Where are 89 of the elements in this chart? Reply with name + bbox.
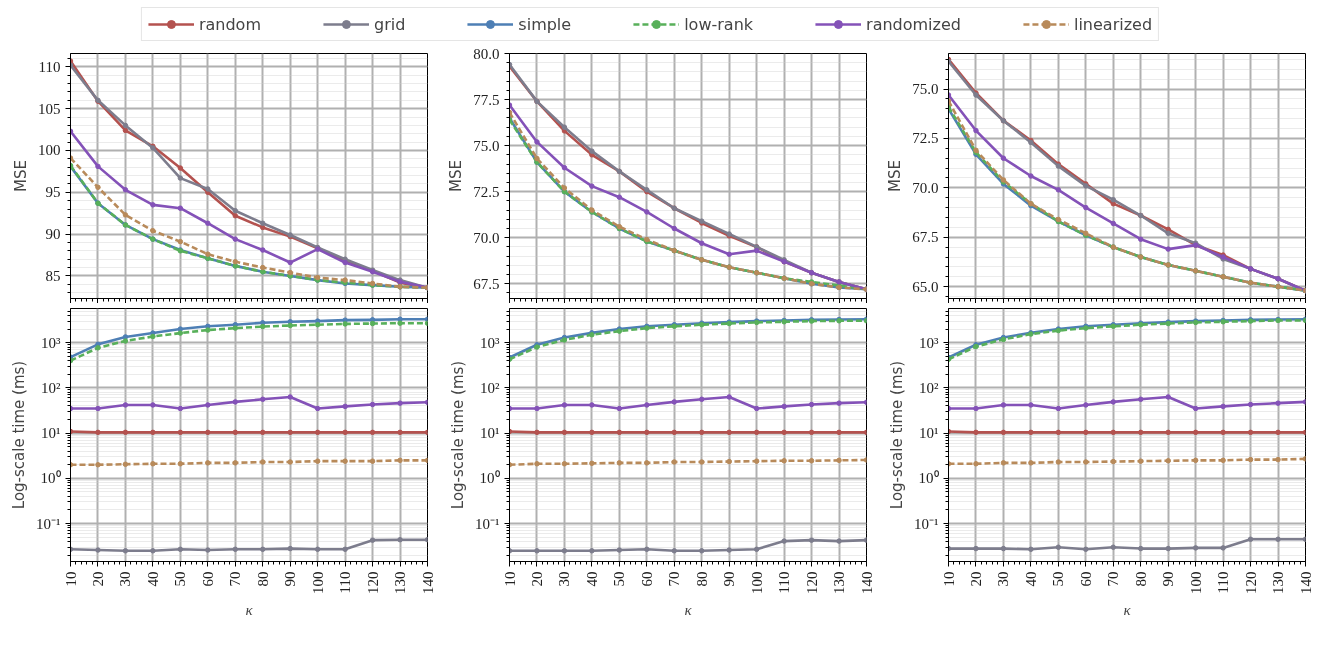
x-tick-label: 130 — [831, 571, 848, 594]
x-tick-label: 140 — [419, 571, 436, 594]
y-axis-title: MSE — [12, 160, 30, 192]
y-tick-label: 80.0 — [473, 45, 500, 62]
y-axis-title: Log-scale time (ms) — [888, 360, 906, 510]
x-tick-label: 90 — [1160, 571, 1177, 587]
x-tick-label: 100 — [1187, 571, 1204, 594]
x-tick-label: 60 — [199, 571, 216, 587]
y-tick-label: 10² — [41, 379, 61, 396]
x-tick-label: 60 — [638, 571, 655, 587]
x-tick-label: 140 — [858, 571, 875, 594]
x-tick-label: 40 — [1022, 571, 1039, 587]
y-tick-label: 85 — [45, 267, 61, 284]
x-axis-title: κ — [245, 602, 254, 618]
x-axis-title: κ — [1123, 602, 1132, 618]
y-tick-label: 10¹ — [480, 425, 500, 442]
x-tick-label: 30 — [556, 571, 573, 587]
y-tick-label: 10² — [480, 379, 500, 396]
x-tick-label: 30 — [995, 571, 1012, 587]
x-tick-label: 110 — [1215, 571, 1232, 594]
x-tick-label: 70 — [227, 571, 244, 587]
legend-label: low-rank — [684, 14, 754, 34]
x-tick-label: 10 — [62, 571, 79, 587]
y-tick-label: 67.5 — [912, 229, 939, 246]
y-tick-label: 10² — [919, 379, 939, 396]
legend-label: linearized — [1073, 14, 1153, 34]
y-tick-label: 77.5 — [473, 91, 500, 108]
y-tick-label: 95 — [45, 184, 61, 201]
y-tick-label: 67.5 — [473, 275, 500, 292]
y-tick-label: 10¹ — [41, 425, 61, 442]
y-axis-title: MSE — [886, 160, 905, 192]
x-tick-label: 80 — [1132, 571, 1149, 587]
y-tick-label: 72.5 — [912, 130, 939, 147]
x-tick-label: 110 — [776, 571, 793, 594]
x-tick-label: 40 — [144, 571, 161, 587]
y-tick-label: 90 — [45, 226, 61, 243]
x-tick-label: 70 — [666, 571, 683, 587]
y-tick-label: 10⁻¹ — [36, 515, 61, 532]
y-tick-label: 10⁻¹ — [914, 515, 939, 532]
x-tick-label: 80 — [254, 571, 271, 587]
y-axis-title: MSE — [447, 160, 466, 192]
y-tick-label: 10⁰ — [40, 470, 61, 487]
x-tick-label: 20 — [967, 571, 984, 587]
y-tick-label: 105 — [38, 100, 61, 117]
x-tick-label: 50 — [172, 571, 189, 587]
x-tick-label: 30 — [117, 571, 134, 587]
x-tick-label: 10 — [940, 571, 957, 587]
y-axis-title: Log-scale time (ms) — [10, 360, 28, 510]
y-tick-label: 100 — [38, 142, 61, 159]
x-tick-label: 40 — [583, 571, 600, 587]
x-tick-label: 60 — [1077, 571, 1094, 587]
x-axis-title: κ — [684, 602, 693, 618]
x-tick-label: 130 — [1270, 571, 1287, 594]
y-axis-title: Log-scale time (ms) — [449, 360, 467, 510]
x-tick-label: 100 — [748, 571, 765, 594]
y-tick-label: 110 — [38, 58, 61, 75]
legend-label: random — [198, 14, 261, 34]
x-tick-label: 90 — [721, 571, 738, 587]
y-tick-label: 10⁻¹ — [475, 515, 500, 532]
x-tick-label: 120 — [803, 571, 820, 594]
y-tick-label: 10⁰ — [479, 470, 500, 487]
x-tick-label: 90 — [282, 571, 299, 587]
y-tick-label: 10⁰ — [918, 470, 939, 487]
y-tick-label: 70.0 — [473, 229, 500, 246]
y-tick-label: 10³ — [480, 334, 500, 351]
y-tick-label: 75.0 — [473, 137, 500, 154]
x-tick-label: 110 — [337, 571, 354, 594]
x-tick-label: 130 — [392, 571, 409, 594]
x-tick-label: 20 — [528, 571, 545, 587]
y-tick-label: 10³ — [919, 334, 939, 351]
legend-label: simple — [518, 14, 572, 34]
legend-label: grid — [374, 14, 406, 34]
y-tick-label: 70.0 — [912, 179, 939, 196]
x-tick-label: 70 — [1105, 571, 1122, 587]
x-tick-label: 80 — [693, 571, 710, 587]
x-tick-label: 50 — [1050, 571, 1067, 587]
x-tick-label: 120 — [1242, 571, 1259, 594]
x-tick-label: 20 — [89, 571, 106, 587]
x-tick-label: 120 — [364, 571, 381, 594]
y-tick-label: 75.0 — [912, 81, 939, 98]
x-tick-label: 140 — [1297, 571, 1314, 594]
y-tick-label: 72.5 — [473, 183, 500, 200]
x-tick-label: 10 — [501, 571, 518, 587]
y-tick-label: 65.0 — [912, 278, 939, 295]
legend-label: randomized — [866, 14, 961, 34]
x-tick-label: 100 — [309, 571, 326, 594]
x-tick-label: 50 — [611, 571, 628, 587]
y-tick-label: 10³ — [41, 334, 61, 351]
y-tick-label: 10¹ — [919, 425, 939, 442]
